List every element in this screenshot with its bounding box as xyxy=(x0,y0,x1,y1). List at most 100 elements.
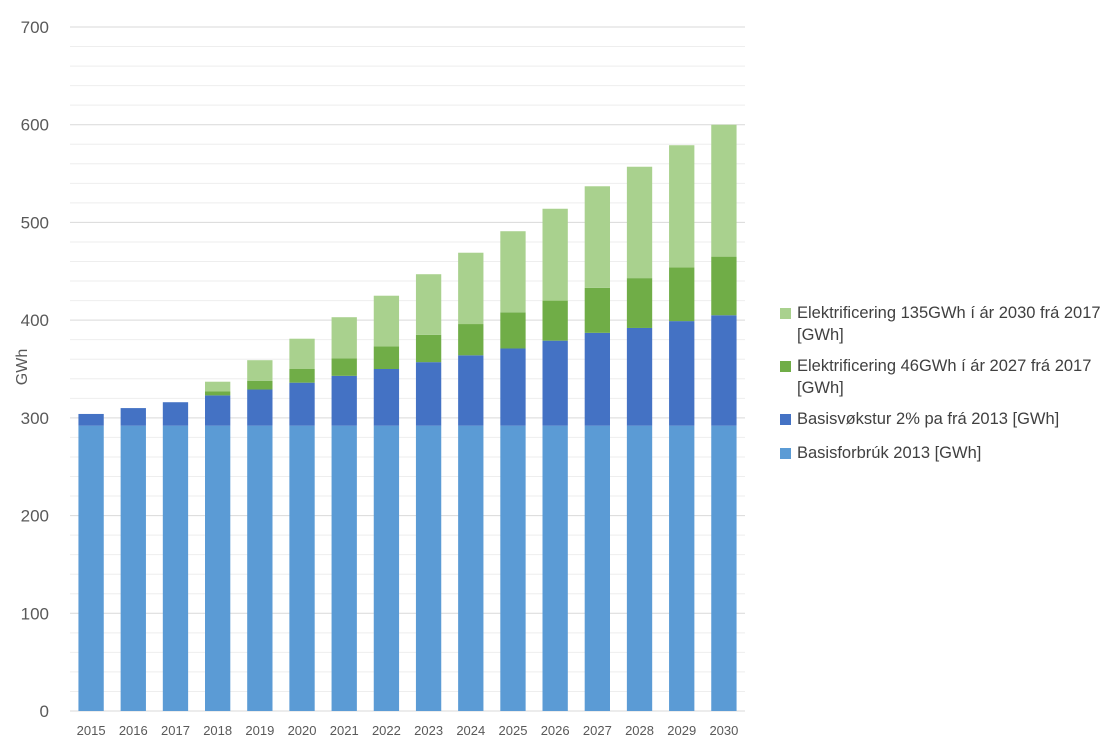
bar-segment-2027-series-3 xyxy=(584,186,610,288)
bar-segment-2028-series-3 xyxy=(626,166,653,279)
bar-segment-2016-series-1 xyxy=(120,408,146,426)
x-tick-label: 2024 xyxy=(456,723,485,738)
bar-segment-2030-series-0 xyxy=(711,425,737,711)
x-tick-label: 2028 xyxy=(625,723,654,738)
bar-segment-2027-series-2 xyxy=(584,287,610,333)
x-tick-label: 2029 xyxy=(667,723,696,738)
bar-segment-2021-series-3 xyxy=(331,317,357,359)
bars xyxy=(78,124,737,711)
bar-segment-2019-series-0 xyxy=(247,425,273,711)
bar-segment-2024-series-0 xyxy=(458,425,484,711)
bar-segment-2020-series-0 xyxy=(289,425,315,711)
x-tick-label: 2019 xyxy=(245,723,274,738)
bar-segment-2023-series-0 xyxy=(415,425,442,711)
bar-segment-2023-series-3 xyxy=(415,274,442,335)
bar-segment-2023-series-1 xyxy=(415,362,442,426)
y-axis-label: GWh xyxy=(14,349,31,385)
bar-segment-2027-series-1 xyxy=(584,332,610,426)
legend-swatch xyxy=(780,361,791,372)
bar-segment-2024-series-1 xyxy=(458,355,484,426)
legend-item-elektrificering-135: Elektrificering 135GWh í ár 2030 frá 201… xyxy=(780,302,1116,346)
bar-segment-2025-series-0 xyxy=(500,425,526,711)
bar-segment-2028-series-0 xyxy=(626,425,653,711)
bar-segment-2022-series-2 xyxy=(373,346,400,369)
bar-segment-2022-series-1 xyxy=(373,369,400,426)
legend-label: Elektrificering 135GWh í ár 2030 frá 201… xyxy=(797,304,1101,344)
bar-segment-2020-series-3 xyxy=(289,338,315,369)
bar-segment-2021-series-0 xyxy=(331,425,357,711)
x-tick-label: 2022 xyxy=(372,723,401,738)
bar-segment-2015-series-1 xyxy=(78,413,104,426)
bar-segment-2019-series-1 xyxy=(247,389,273,426)
bar-segment-2017-series-1 xyxy=(162,402,189,426)
bar-segment-2027-series-0 xyxy=(584,425,610,711)
bar-segment-2026-series-2 xyxy=(542,300,568,341)
bar-segment-2018-series-2 xyxy=(205,391,231,396)
bar-segment-2021-series-1 xyxy=(331,375,357,426)
bar-segment-2030-series-2 xyxy=(711,256,737,316)
bar-segment-2024-series-3 xyxy=(458,252,484,325)
x-tick-label: 2017 xyxy=(161,723,190,738)
bar-segment-2028-series-2 xyxy=(626,278,653,328)
y-tick-label: 0 xyxy=(40,702,49,721)
bar-segment-2025-series-2 xyxy=(500,312,526,349)
x-tick-label: 2016 xyxy=(119,723,148,738)
legend-label: Elektrificering 46GWh í ár 2027 frá 2017… xyxy=(797,357,1092,397)
bar-segment-2026-series-0 xyxy=(542,425,568,711)
y-tick-label: 200 xyxy=(21,507,49,526)
x-axis-tick-labels: 2015 2016 2017 2018 2019 2020 2021 2022 2023 2024… xyxy=(77,723,739,738)
bar-segment-2019-series-3 xyxy=(247,360,273,381)
y-tick-label: 300 xyxy=(21,409,49,428)
bar-segment-2024-series-2 xyxy=(458,324,484,356)
bar-segment-2029-series-3 xyxy=(669,145,695,268)
bar-segment-2016-series-0 xyxy=(120,425,146,711)
y-tick-label: 500 xyxy=(21,213,49,232)
bar-segment-2018-series-1 xyxy=(205,395,231,426)
bar-segment-2020-series-2 xyxy=(289,369,315,383)
x-tick-label: 2023 xyxy=(414,723,443,738)
bar-segment-2018-series-3 xyxy=(205,381,231,392)
x-tick-label: 2020 xyxy=(288,723,317,738)
legend-label: Basisforbrúk 2013 [GWh] xyxy=(797,444,982,462)
x-tick-label: 2030 xyxy=(709,723,738,738)
bar-segment-2022-series-3 xyxy=(373,295,400,347)
legend-swatch xyxy=(780,448,791,459)
bar-segment-2020-series-1 xyxy=(289,382,315,426)
x-tick-label: 2027 xyxy=(583,723,612,738)
bar-segment-2030-series-1 xyxy=(711,315,737,426)
bar-segment-2030-series-3 xyxy=(711,124,737,257)
y-axis-tick-labels: 0 100 200 300 400 500 600 700 xyxy=(21,18,49,721)
x-tick-label: 2018 xyxy=(203,723,232,738)
bar-segment-2017-series-0 xyxy=(162,425,189,711)
y-tick-label: 700 xyxy=(21,18,49,37)
bar-segment-2028-series-1 xyxy=(626,327,653,426)
y-tick-label: 100 xyxy=(21,604,49,623)
bar-segment-2019-series-2 xyxy=(247,380,273,390)
bar-segment-2021-series-2 xyxy=(331,358,357,376)
bar-segment-2029-series-1 xyxy=(669,321,695,426)
x-tick-label: 2015 xyxy=(77,723,106,738)
y-tick-label: 400 xyxy=(21,311,49,330)
bar-segment-2023-series-2 xyxy=(415,334,442,363)
bar-segment-2015-series-0 xyxy=(78,425,104,711)
legend-swatch xyxy=(780,308,791,319)
x-tick-label: 2026 xyxy=(541,723,570,738)
legend-item-basisforbruk: Basisforbrúk 2013 [GWh] xyxy=(780,442,1116,464)
legend-swatch xyxy=(780,414,791,425)
legend-item-basisvokstur: Basisvøkstur 2% pa frá 2013 [GWh] xyxy=(780,408,1116,430)
bar-segment-2026-series-3 xyxy=(542,208,568,301)
legend-label: Basisvøkstur 2% pa frá 2013 [GWh] xyxy=(797,410,1060,428)
x-tick-label: 2025 xyxy=(499,723,528,738)
bar-segment-2029-series-2 xyxy=(669,267,695,322)
x-tick-label: 2021 xyxy=(330,723,359,738)
bar-segment-2029-series-0 xyxy=(669,425,695,711)
bar-segment-2025-series-3 xyxy=(500,231,526,313)
y-tick-label: 600 xyxy=(21,116,49,135)
legend-item-elektrificering-46: Elektrificering 46GWh í ár 2027 frá 2017… xyxy=(780,355,1116,399)
bar-segment-2018-series-0 xyxy=(205,425,231,711)
bar-segment-2022-series-0 xyxy=(373,425,400,711)
legend: Elektrificering 135GWh í ár 2030 frá 201… xyxy=(780,302,1116,473)
bar-segment-2026-series-1 xyxy=(542,340,568,426)
